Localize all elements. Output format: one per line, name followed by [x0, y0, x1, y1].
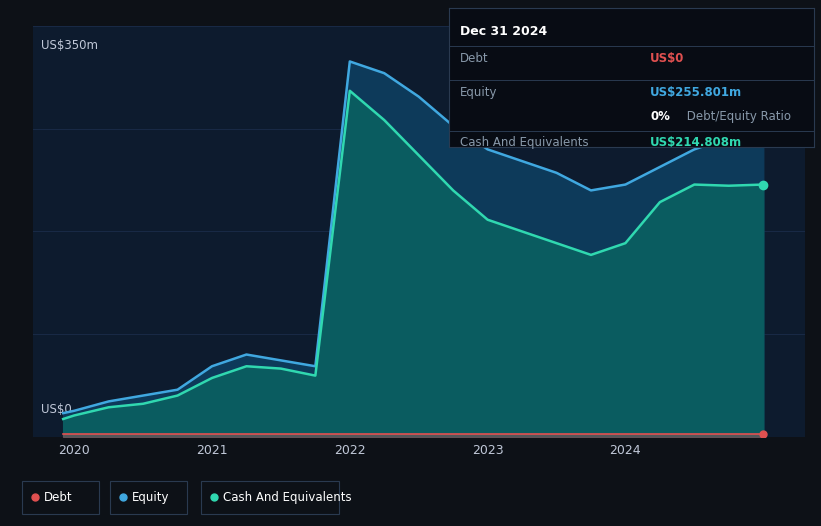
Text: 0%: 0% — [650, 109, 670, 123]
FancyBboxPatch shape — [22, 481, 99, 513]
Text: US$0: US$0 — [650, 53, 685, 66]
Text: Debt: Debt — [460, 53, 488, 66]
Text: US$214.808m: US$214.808m — [650, 136, 742, 149]
Text: Dec 31 2024: Dec 31 2024 — [460, 25, 548, 38]
Text: Equity: Equity — [132, 491, 170, 503]
FancyBboxPatch shape — [200, 481, 339, 513]
Text: US$255.801m: US$255.801m — [650, 86, 742, 99]
Text: US$350m: US$350m — [40, 38, 98, 52]
Text: US$0: US$0 — [40, 403, 71, 416]
Text: Cash And Equivalents: Cash And Equivalents — [460, 136, 589, 149]
Text: Equity: Equity — [460, 86, 498, 99]
Text: Debt/Equity Ratio: Debt/Equity Ratio — [683, 109, 791, 123]
Text: Cash And Equivalents: Cash And Equivalents — [223, 491, 351, 503]
FancyBboxPatch shape — [110, 481, 187, 513]
Text: Debt: Debt — [44, 491, 73, 503]
